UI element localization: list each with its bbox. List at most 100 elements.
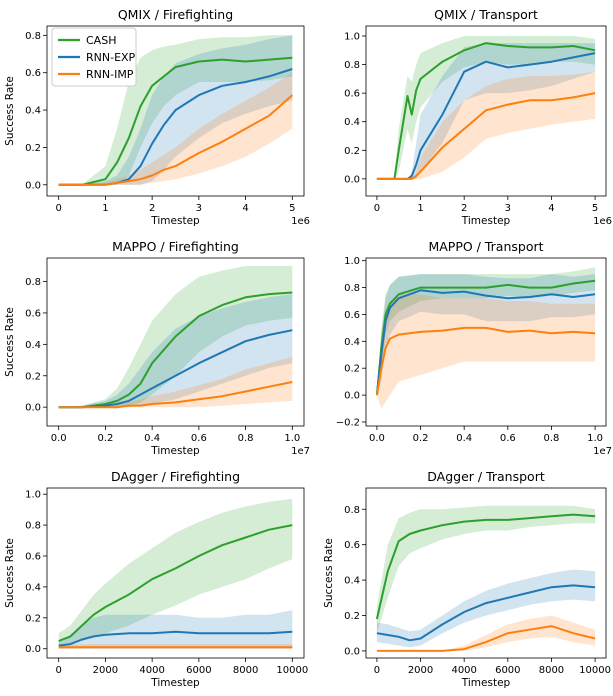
x-tick-label: 2000 [93,665,118,676]
chart-title: DAgger / Firefighting [111,469,240,484]
x-tick-label: 4000 [451,665,476,676]
x-tick-label: 2000 [408,665,433,676]
x-tick-label: 0.8 [544,433,560,444]
line-rnn-imp [376,625,596,652]
x-tick-label: 0 [374,203,380,214]
y-tick-label: 0.0 [25,644,41,655]
x-tick-label: 5 [592,203,598,214]
axes-frame [365,257,607,427]
x-tick-label: 0.8 [238,433,254,444]
x-offset-label: 1e6 [291,216,310,227]
band-cash [376,267,596,396]
y-tick-label: 0.8 [25,521,41,532]
band-rnn-imp [58,72,293,185]
line-cash [375,513,596,620]
chart-title: QMIX / Transport [434,7,538,22]
band-cash [376,36,596,179]
line-rnn-imp [376,92,596,180]
y-axis-label: Success Rate [4,76,16,146]
panel-3: 0.0 0.2 0.4 0.6 0.8 1.0 −0.2 0.0 0.2 0.4 0.6 0.8 1.0… [336,239,612,457]
axes-frame [46,25,305,197]
panel-5: 0 2000 4000 6000 8000 10000 0.0 0.2 0.4 0.6 0.8 DAg… [323,469,611,689]
y-tick-label: 0.4 [344,117,360,128]
x-tick-label: 10000 [579,665,611,676]
x-tick-label: 8000 [233,665,258,676]
y-axis-label: Success Rate [4,538,16,608]
y-tick-label: 0.8 [344,60,360,71]
x-tick-label: 0 [55,203,61,214]
y-tick-label: 0.4 [344,576,360,587]
legend: CASH RNN-EXP RNN-IMP [51,27,137,87]
y-axis-label: Success Rate [323,538,335,608]
x-tick-label: 6000 [495,665,520,676]
y-tick-label: 0.2 [344,364,360,375]
line-cash [58,56,293,186]
line-rnn-exp [58,630,293,647]
x-tick-label: 10000 [276,665,308,676]
y-tick-label: 0.6 [344,89,360,100]
chart-title: MAPPO / Transport [428,239,543,254]
chart-title: MAPPO / Firefighting [112,239,239,254]
y-axis-label: Success Rate [4,307,16,377]
y-tick-label: 0.4 [344,337,360,348]
x-axis-label: Timestep [150,445,200,457]
x-tick-label: 0 [55,665,61,676]
chart-title: QMIX / Firefighting [118,7,233,22]
y-tick-label: 0.8 [25,31,41,42]
axes-frame [365,487,607,659]
x-tick-label: 6000 [186,665,211,676]
x-tick-label: 2 [461,203,467,214]
x-tick-label: 0.0 [369,433,385,444]
x-axis-label: Timestep [461,215,511,227]
y-tick-label: 0.0 [25,180,41,191]
y-tick-label: 0.4 [25,106,41,117]
axes-frame [46,487,305,659]
x-tick-label: 1 [102,203,108,214]
line-cash [376,42,596,180]
band-rnn-exp [58,294,293,408]
x-tick-label: 4 [242,203,248,214]
x-axis-label: Timestep [461,677,511,689]
chart-title: DAgger / Transport [427,469,545,484]
x-offset-label: 1e7 [593,446,612,457]
legend-label-rnn-exp: RNN-EXP [86,51,136,64]
y-tick-label: 0.4 [25,340,41,351]
y-tick-label: 0.4 [25,582,41,593]
legend-label-cash: CASH [86,34,116,47]
x-tick-label: 2 [149,203,155,214]
y-tick-label: 0.0 [344,646,360,657]
band-rnn-exp [58,610,293,649]
x-tick-label: 8000 [539,665,564,676]
band-rnn-imp [376,294,596,409]
y-tick-label: 0.2 [344,611,360,622]
x-tick-label: 0.0 [51,433,67,444]
x-tick-label: 4 [548,203,554,214]
y-tick-label: 0.0 [344,174,360,185]
x-tick-label: 0.4 [456,433,472,444]
line-rnn-imp [58,381,293,409]
band-rnn-exp [376,274,596,396]
x-tick-label: 0.4 [144,433,160,444]
x-axis-label: Timestep [150,677,200,689]
x-tick-label: 1.0 [284,433,300,444]
x-tick-label: 5 [289,203,295,214]
axes-frame [46,257,305,427]
y-tick-label: 0.6 [344,540,360,551]
x-tick-label: 3 [505,203,511,214]
y-tick-label: −0.2 [336,417,360,428]
line-rnn-imp [375,326,596,396]
line-rnn-exp [58,329,293,409]
x-tick-label: 0.6 [500,433,516,444]
panel-1: 0 1 2 3 4 5 0.0 0.2 0.4 0.6 0.8 1.0 QMIX / Transport… [344,7,612,227]
legend-box [51,27,137,87]
y-tick-label: 1.0 [344,256,360,267]
band-cash [376,505,596,634]
y-tick-label: 0.2 [25,143,41,154]
band-cash [58,498,293,646]
band-rnn-imp [376,71,596,179]
x-offset-label: 1e7 [291,446,310,457]
x-tick-label: 1.0 [587,433,603,444]
panel-4: 0 2000 4000 6000 8000 10000 0.0 0.2 0.4 0.6 0.8 1.0… [4,469,308,689]
legend-label-rnn-imp: RNN-IMP [86,68,134,81]
